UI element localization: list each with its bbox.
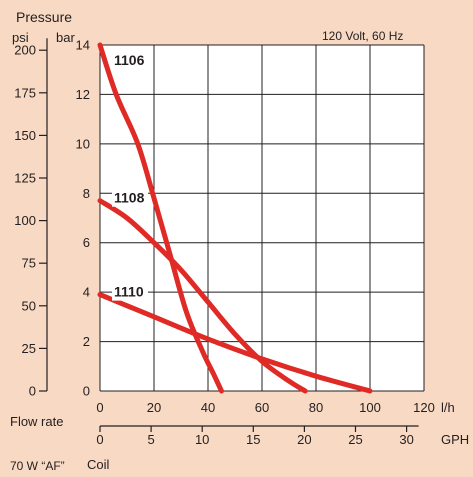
x-tick-label-gph: 30 [399, 432, 413, 447]
x-unit-lh: l/h [441, 400, 455, 415]
y-tick-label-psi: 50 [22, 298, 36, 313]
y-tick-label-psi: 175 [14, 85, 36, 100]
x-tick-label-gph: 20 [297, 432, 311, 447]
series-label-1110: 1110 [114, 284, 144, 300]
y-tick-label-bar: 14 [76, 38, 90, 53]
series-line-1110 [97, 292, 373, 394]
y-tick-label-psi: 0 [29, 384, 36, 399]
x-tick-label-gph: 5 [147, 432, 154, 447]
y-tick-label-bar: 2 [83, 334, 90, 349]
y-tick-label-psi: 150 [14, 128, 36, 143]
footnote-label: 70 W “AF” [10, 459, 65, 473]
x-axis-title: Flow rate [10, 414, 63, 429]
x-tick-label-lh: 80 [309, 400, 323, 415]
x-unit-gph: GPH [441, 432, 469, 447]
y-tick-label-psi: 75 [22, 256, 36, 271]
x-tick-label-lh: 40 [201, 400, 215, 415]
series-label-backdrop [112, 52, 148, 69]
x-tick-label-lh: 20 [147, 400, 161, 415]
y-tick-label-bar: 10 [76, 136, 90, 151]
footnote-coil: Coil [87, 457, 110, 472]
chart-subtitle: 120 Volt, 60 Hz [322, 29, 403, 43]
y-tick-label-psi: 200 [14, 43, 36, 58]
series-label-backdrop [112, 283, 148, 301]
y-tick-label-bar: 8 [83, 186, 90, 201]
y-unit-psi: psi [12, 30, 29, 45]
y-tick-label-psi: 125 [14, 171, 36, 186]
y-axis-title: Pressure [16, 9, 72, 25]
y-tick-label-psi: 25 [22, 341, 36, 356]
y-tick-label-bar: 12 [76, 87, 90, 102]
series-label-1108: 1108 [114, 190, 145, 206]
x-tick-label-gph: 10 [195, 432, 209, 447]
series-label-backdrop [112, 189, 148, 207]
x-tick-label-gph: 25 [348, 432, 362, 447]
y-tick-label-bar: 4 [83, 285, 90, 300]
y-tick-label-psi: 100 [14, 213, 36, 228]
x-tick-label-gph: 15 [246, 432, 260, 447]
series-label-1106: 1106 [114, 52, 145, 68]
y-unit-bar: bar [56, 30, 75, 45]
x-tick-label-gph: 0 [96, 432, 103, 447]
series-lines: 1106 1108 1110 [97, 42, 373, 394]
x-tick-label-lh: 120 [413, 400, 435, 415]
y-tick-label-bar: 0 [83, 384, 90, 399]
x-tick-label-lh: 100 [359, 400, 381, 415]
series-line-1108 [97, 198, 308, 394]
y-tick-label-bar: 6 [83, 235, 90, 250]
grid [99, 44, 425, 392]
x-tick-label-lh: 60 [255, 400, 269, 415]
x-tick-label-lh: 0 [96, 400, 103, 415]
